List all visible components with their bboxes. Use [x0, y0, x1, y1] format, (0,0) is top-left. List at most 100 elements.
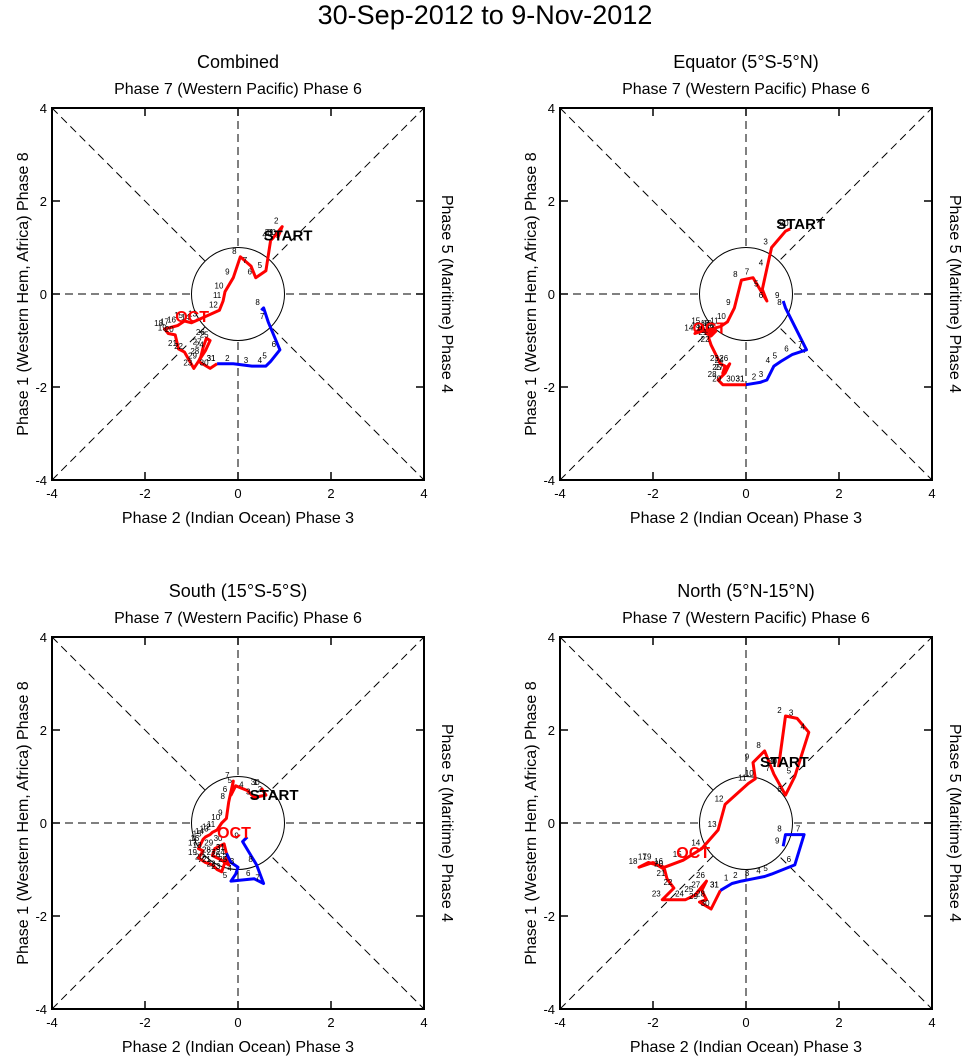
y-tick-label: 4 — [40, 630, 47, 645]
day-label: 3 — [763, 238, 768, 247]
day-label: 26 — [719, 354, 728, 363]
day-label: 11 — [207, 820, 216, 829]
x-tick-label: -2 — [139, 1015, 151, 1030]
day-label: 16 — [696, 324, 705, 333]
day-label: 26 — [696, 871, 705, 880]
day-label: 8 — [248, 855, 253, 864]
unit-circle — [191, 247, 285, 341]
day-label: 4 — [239, 780, 244, 789]
day-label: 21 — [168, 339, 177, 348]
day-label: 15 — [691, 317, 700, 326]
day-label: 6 — [759, 291, 764, 300]
day-label: 7 — [225, 771, 230, 780]
day-label: 6 — [247, 268, 252, 277]
day-label: 14 — [195, 827, 204, 836]
day-label: 17 — [160, 317, 169, 326]
day-label: 29 — [689, 892, 698, 901]
day-label: 2 — [258, 785, 263, 794]
day-label: 30 — [214, 834, 223, 843]
day-label: 5 — [754, 279, 759, 288]
y-tick-label: 0 — [40, 816, 47, 831]
day-label: 7 — [798, 340, 803, 349]
month-label-oct: OCT — [693, 321, 727, 338]
day-label: 28 — [190, 347, 199, 356]
day-label: 3 — [265, 228, 270, 237]
day-label: 29 — [204, 839, 213, 848]
series-line-oct — [197, 779, 268, 874]
panel-title: Combined — [197, 52, 279, 72]
day-label: 8 — [232, 247, 237, 256]
day-label: 12 — [209, 300, 218, 309]
y-tick-label: -4 — [543, 1002, 555, 1017]
day-label: 30 — [726, 375, 735, 384]
panel-1: Combined Phase 7 (Western Pacific) Phase … — [15, 52, 455, 527]
day-label: 24 — [216, 848, 225, 857]
day-label: 28 — [696, 890, 705, 899]
day-label: 3 — [789, 708, 794, 717]
day-label: 29 — [712, 375, 721, 384]
series-line-nov — [719, 833, 806, 892]
phase-label-left: Phase 1 (Western Hem, Africa) Phase 8 — [15, 152, 32, 435]
day-label: 1 — [724, 873, 729, 882]
day-label: 2 — [777, 221, 782, 230]
day-label: 20 — [195, 853, 204, 862]
panel-2: Equator (5°S-5°N) Phase 7 (Western Pacifi… — [523, 52, 963, 527]
day-label: 5 — [258, 261, 263, 270]
phase-label-top: Phase 7 (Western Pacific) Phase 6 — [114, 610, 362, 627]
day-label: 1 — [770, 757, 775, 766]
day-label: 4 — [227, 864, 232, 873]
day-label: 3 — [745, 869, 750, 878]
y-tick-label: 4 — [548, 630, 555, 645]
day-label: 10 — [211, 813, 220, 822]
day-label: 4 — [756, 866, 761, 875]
x-tick-label: 2 — [327, 1015, 334, 1030]
day-label: 5 — [223, 871, 228, 880]
day-label: 31 — [736, 375, 745, 384]
day-label: 13 — [691, 321, 700, 330]
day-label: 20 — [701, 321, 710, 330]
day-label: 19 — [643, 853, 652, 862]
day-label: 11 — [213, 291, 222, 300]
y-tick-label: -2 — [35, 909, 47, 924]
series-line-nov — [225, 835, 266, 885]
x-tick-label: -2 — [647, 486, 659, 501]
day-label: 21 — [202, 855, 211, 864]
day-label: 24 — [675, 890, 684, 899]
day-label: 10 — [745, 769, 754, 778]
x-tick-label: 0 — [742, 1015, 749, 1030]
day-label: 18 — [154, 319, 163, 328]
day-label: 18 — [629, 857, 638, 866]
day-label: 31 — [216, 843, 225, 852]
day-label: 22 — [663, 878, 672, 887]
phase-label-bottom: Phase 2 (Indian Ocean) Phase 3 — [630, 510, 862, 527]
series-line-oct — [163, 225, 284, 370]
day-label: 24 — [195, 341, 204, 350]
month-label-oct: OCT — [676, 845, 710, 862]
day-label: 23 — [183, 358, 192, 367]
y-tick-label: -2 — [543, 909, 555, 924]
day-label: 22 — [701, 335, 710, 344]
day-label: 14 — [181, 313, 190, 322]
start-label: START — [264, 228, 313, 245]
day-label: 6 — [787, 855, 792, 864]
day-label: 30 — [768, 757, 777, 766]
day-label: 31 — [207, 354, 216, 363]
panel-title: North (5°N-15°N) — [677, 581, 814, 601]
day-label: 12 — [715, 794, 724, 803]
day-label: 31 — [736, 375, 745, 384]
day-label: 6 — [777, 785, 782, 794]
day-label: 6 — [784, 344, 789, 353]
figure-title: 30-Sep-2012 to 9-Nov-2012 — [318, 0, 653, 30]
y-tick-label: 2 — [40, 723, 47, 738]
x-tick-label: -4 — [46, 486, 58, 501]
y-tick-label: 2 — [40, 194, 47, 209]
phase-label-left: Phase 1 (Western Hem, Africa) Phase 8 — [523, 152, 540, 435]
day-label: 5 — [787, 767, 792, 776]
day-label: 14 — [691, 839, 700, 848]
day-label: 31 — [710, 880, 719, 889]
day-label: 27 — [207, 848, 216, 857]
day-label: 12 — [701, 319, 710, 328]
x-tick-label: 2 — [835, 1015, 842, 1030]
day-label: 19 — [158, 324, 167, 333]
day-label: 1 — [269, 228, 274, 237]
